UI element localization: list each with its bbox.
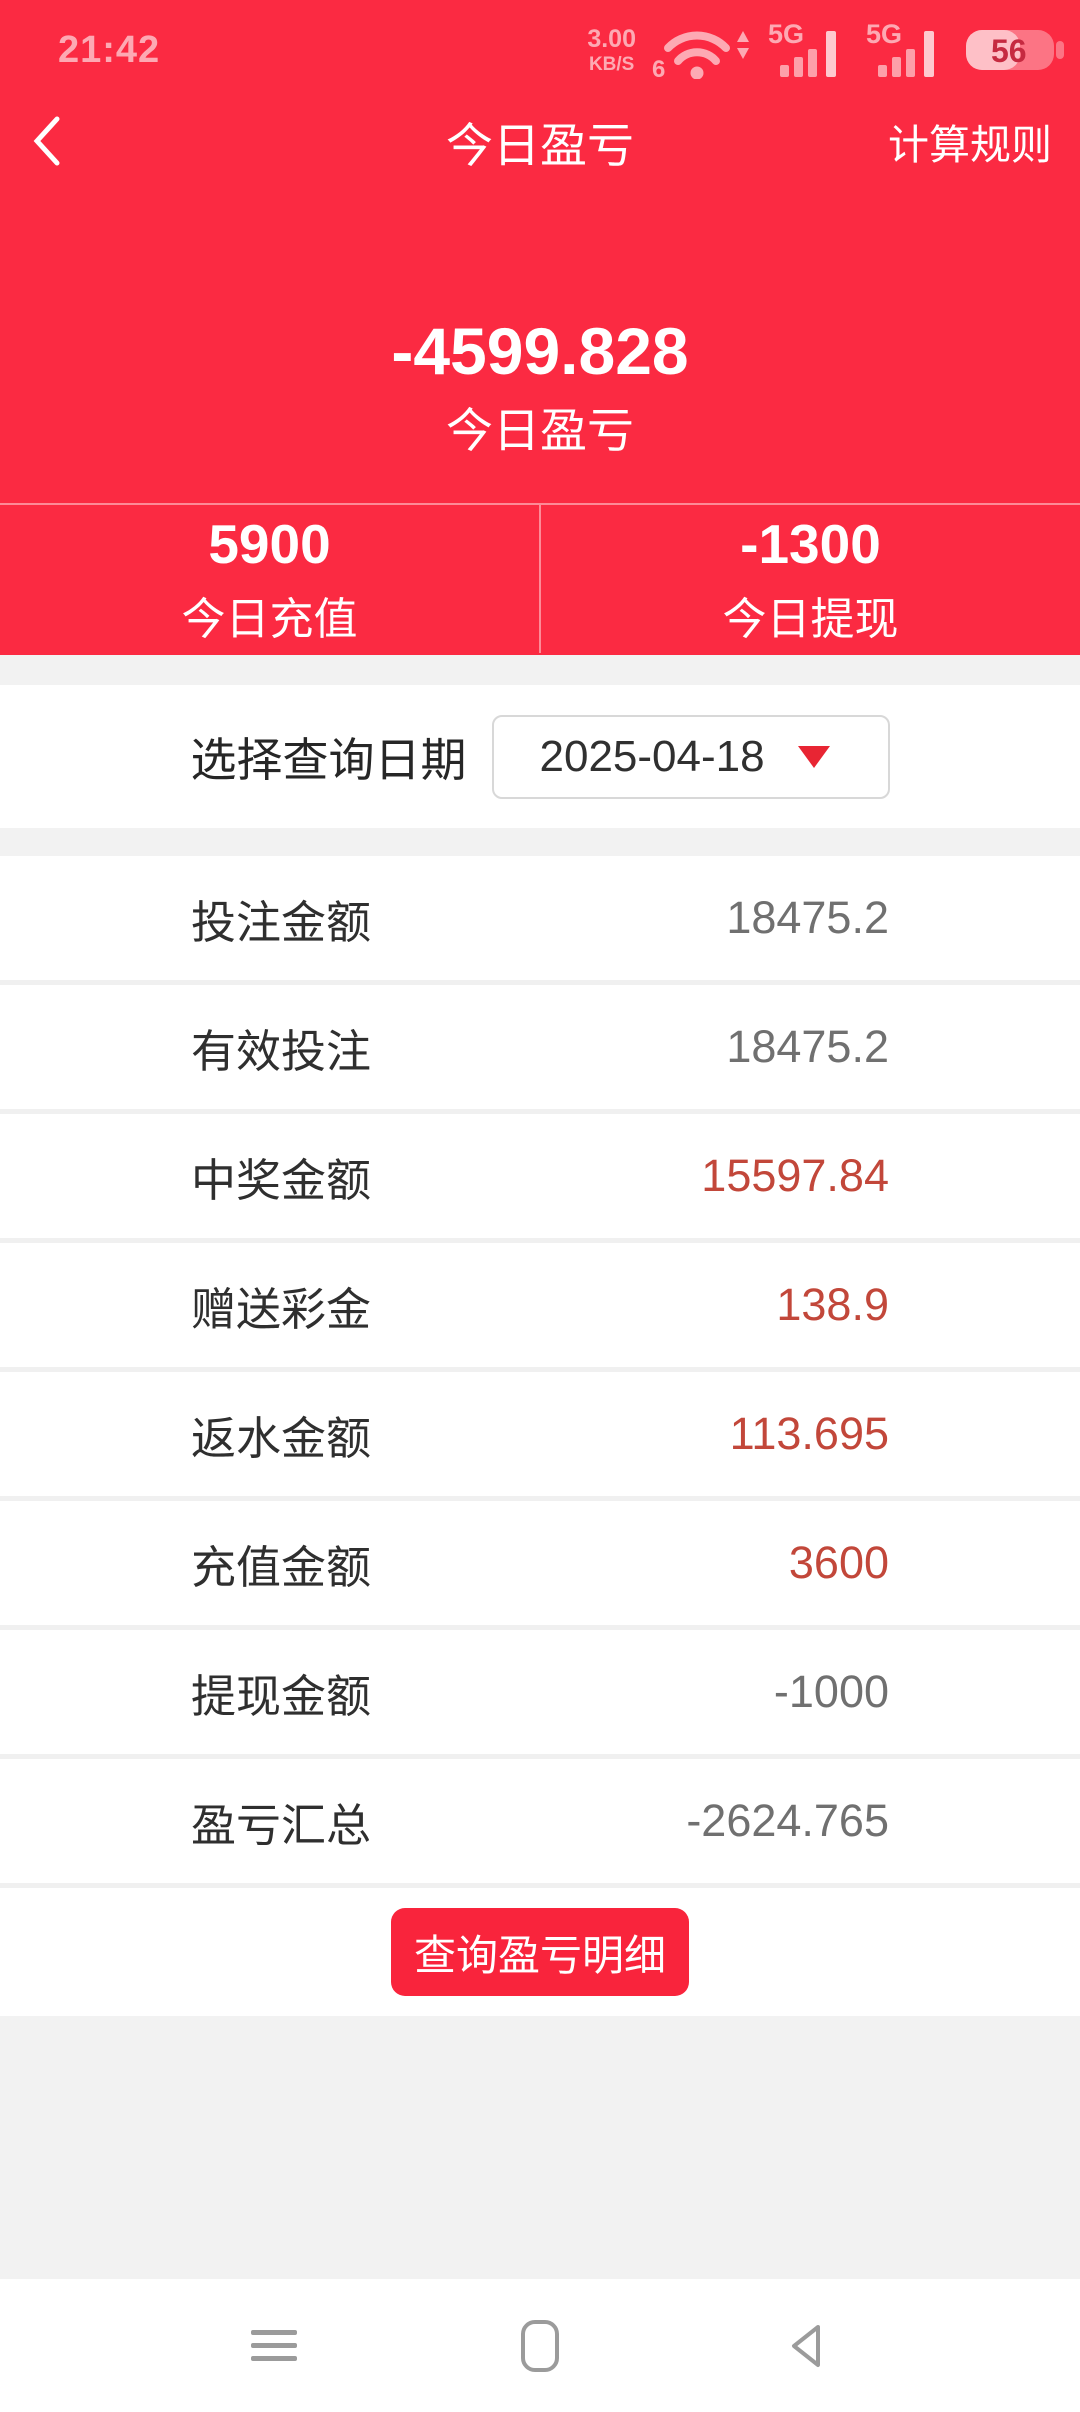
calc-rules-link[interactable]: 计算规则 [888,122,1052,168]
divider-band [0,655,1080,685]
status-icons: 3.00 KB/S 6 5G [573,21,1068,79]
app-bar: 今日盈亏 计算规则 [0,86,1080,196]
row-value: 18475.2 [726,892,889,943]
system-nav-bar [0,2279,1080,2412]
row-value: 3600 [788,1537,889,1588]
table-row: 投注金额 18475.2 [0,856,1080,980]
network-speed: 3.00 KB/S [587,24,636,75]
page-title: 今日盈亏 [446,118,634,172]
table-row: 充值金额 3600 [0,1496,1080,1625]
row-value: -1000 [773,1666,889,1717]
row-label: 赠送彩金 [191,1283,372,1335]
table-row: 中奖金额 15597.84 [0,1109,1080,1238]
row-label: 充值金额 [191,1541,372,1593]
wifi-icon: 6 [650,21,754,79]
nav-back-button[interactable] [673,2320,939,2372]
table-row: 赠送彩金 138.9 [0,1238,1080,1367]
row-label: 投注金额 [191,896,372,948]
divider-band [0,828,1080,856]
table-row: 有效投注 18475.2 [0,980,1080,1109]
network-speed-unit: KB/S [588,53,635,75]
profit-summary: -4599.828 今日盈亏 [0,311,1080,461]
back-triangle-icon [792,2324,820,2367]
deposit-withdraw-split: 5900 今日充值 -1300 今日提现 [0,503,1080,653]
table-row: 盈亏汇总 -2624.765 [0,1754,1080,1883]
network-speed-value: 3.00 [587,24,636,53]
battery-percent-text: 56 [991,33,1027,69]
today-deposit-cell: 5900 今日充值 [0,505,541,653]
signal-sim2-icon: 5G [866,21,950,79]
row-value: 113.695 [729,1408,889,1459]
svg-text:5G: 5G [768,21,804,49]
back-button[interactable] [28,111,78,171]
query-detail-button[interactable]: 查询盈亏明细 [391,1908,689,1996]
today-deposit-value: 5900 [208,512,331,575]
date-picker-label: 选择查询日期 [190,733,467,786]
recents-button[interactable] [141,2322,407,2369]
triangle-down-icon [797,745,830,768]
button-row: 查询盈亏明细 [0,1883,1080,2016]
footer-spacer [0,2016,1080,2279]
today-withdraw-cell: -1300 今日提现 [541,505,1080,653]
row-label: 中奖金额 [191,1154,372,1206]
today-profit-amount: -4599.828 [391,314,689,388]
battery-icon: 56 [964,25,1068,75]
home-button[interactable] [407,2319,673,2372]
row-label: 有效投注 [191,1025,372,1077]
chevron-left-icon [33,116,60,166]
row-value: 18475.2 [726,1021,889,1072]
signal-sim1-icon: 5G [768,21,852,79]
wifi-badge-text: 6 [652,56,665,79]
row-label: 提现金额 [191,1670,372,1722]
today-profit-label: 今日盈亏 [446,404,634,457]
today-deposit-label: 今日充值 [181,594,358,644]
row-value: 138.9 [776,1279,889,1330]
row-label: 盈亏汇总 [191,1799,372,1851]
date-select[interactable]: 2025-04-18 [491,714,890,799]
clock: 21:42 [58,28,161,71]
today-withdraw-label: 今日提现 [722,594,899,644]
table-row: 返水金额 113.695 [0,1367,1080,1496]
table-row: 提现金额 -1000 [0,1625,1080,1754]
svg-text:5G: 5G [866,21,902,49]
status-bar: 21:42 3.00 KB/S 6 5G [0,0,1080,86]
row-label: 返水金额 [191,1412,372,1464]
date-select-value: 2025-04-18 [539,731,765,781]
summary-table: 投注金额 18475.2 有效投注 18475.2 中奖金额 15597.84 赠送彩金 13… [0,856,1080,1883]
home-icon [521,2319,559,2372]
profit-header: 21:42 3.00 KB/S 6 5G [0,0,1080,655]
row-value: -2624.765 [686,1795,889,1846]
row-value: 15597.84 [701,1150,889,1201]
recents-icon [251,2322,297,2369]
date-picker-row: 选择查询日期 2025-04-18 [0,685,1080,828]
today-withdraw-value: -1300 [740,512,881,575]
